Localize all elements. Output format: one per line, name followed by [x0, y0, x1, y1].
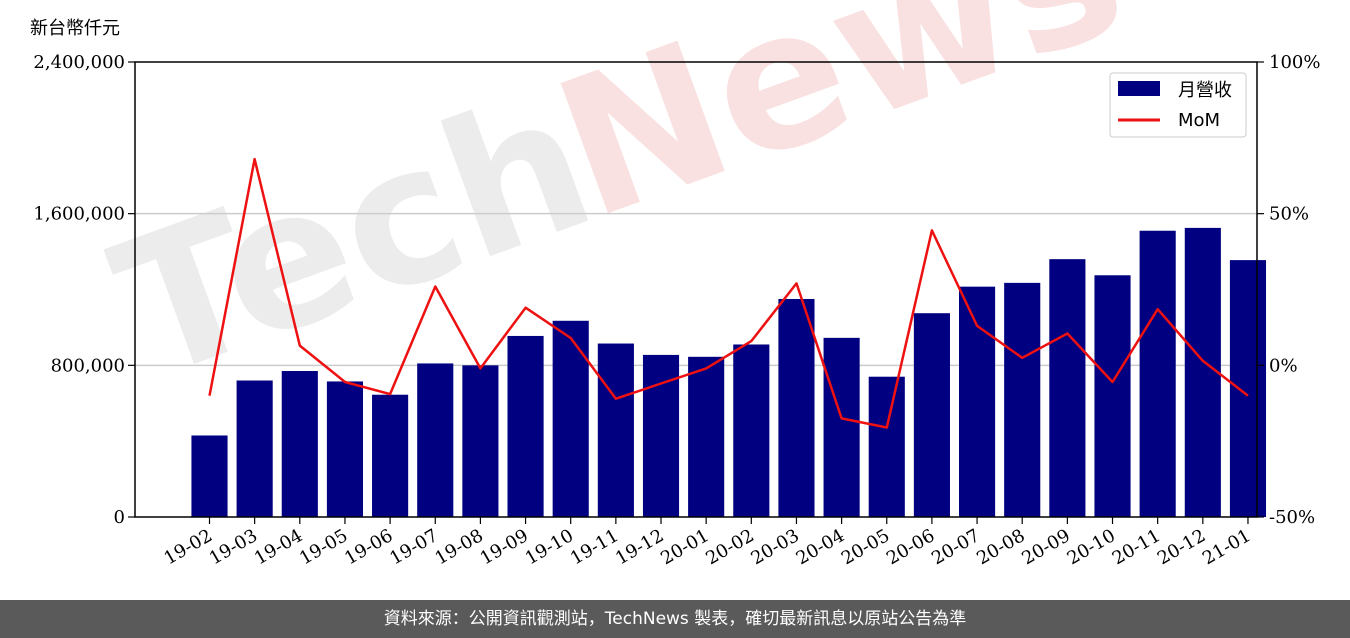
bar-20-04 [823, 337, 860, 517]
bar-19-07 [417, 363, 454, 517]
left-y-axis: 0 800,000 1,600,000 2,400,000 [33, 52, 135, 528]
x-tick-label: 20-08 [973, 525, 1028, 569]
left-tick-label: 800,000 [51, 355, 125, 376]
x-tick-label: 19-07 [386, 525, 441, 569]
x-tick-label: 19-06 [341, 525, 396, 569]
bar-19-12 [642, 354, 680, 517]
bar-20-09 [1049, 259, 1086, 517]
bar-20-05 [868, 376, 905, 517]
bar-20-02 [733, 344, 770, 517]
x-tick-label: 20-03 [748, 525, 803, 569]
bar-19-03 [236, 380, 273, 517]
bar-21-01 [1229, 260, 1267, 517]
bar-19-05 [326, 381, 364, 517]
bar-19-04 [281, 371, 318, 517]
left-tick-label: 2,400,000 [33, 52, 125, 73]
x-tick-label: 19-03 [206, 525, 261, 569]
bar-19-11 [597, 343, 634, 517]
plot-frame [134, 61, 1258, 518]
right-tick-label: 100% [1269, 52, 1320, 73]
x-tick-label: 20-05 [838, 525, 893, 569]
right-y-axis: -50% 0% 50% 100% [1257, 52, 1320, 528]
legend-bar-swatch [1118, 81, 1160, 96]
x-tick-label: 19-05 [296, 525, 351, 569]
left-tick-label: 1,600,000 [33, 204, 125, 225]
x-tick-label: 20-07 [928, 525, 983, 569]
x-tick-label: 19-02 [161, 525, 216, 569]
x-tick-label: 19-09 [477, 525, 532, 569]
x-tick-label: 20-09 [1018, 525, 1073, 569]
x-tick-label: 19-12 [612, 525, 667, 569]
x-tick-label: 20-02 [702, 525, 757, 569]
x-tick-label: 20-06 [883, 525, 938, 569]
x-axis: 19-0219-0319-0419-0519-0619-0719-0819-09… [161, 517, 1254, 569]
mom-line [208, 157, 1249, 429]
mom-series [208, 157, 1249, 429]
bar-20-12 [1184, 227, 1221, 517]
bar-19-06 [372, 394, 409, 517]
legend: 月營收 MoM [1109, 72, 1247, 138]
x-tick-label: 20-12 [1154, 525, 1209, 569]
y-axis-unit-label: 新台幣仟元 [30, 18, 120, 39]
bar-series [191, 227, 1267, 517]
bar-19-10 [552, 320, 589, 517]
legend-label-mom: MoM [1178, 110, 1220, 131]
left-tick-label: 0 [114, 507, 125, 528]
bar-20-03 [778, 298, 815, 517]
x-tick-label: 20-11 [1109, 525, 1164, 569]
bar-20-10 [1094, 275, 1131, 517]
legend-label-revenue: 月營收 [1178, 80, 1232, 101]
x-tick-label: 19-04 [251, 525, 306, 569]
right-tick-label: 0% [1269, 355, 1298, 376]
right-tick-label: -50% [1269, 507, 1315, 528]
x-tick-label: 19-10 [522, 525, 577, 569]
x-tick-label: 21-01 [1199, 525, 1254, 569]
x-tick-label: 20-01 [657, 525, 712, 569]
x-tick-label: 19-11 [567, 525, 622, 569]
bar-20-08 [1004, 282, 1041, 517]
bar-20-01 [688, 356, 725, 517]
bar-19-09 [507, 335, 544, 517]
bar-20-06 [913, 313, 950, 517]
x-tick-label: 20-04 [793, 525, 848, 569]
bar-19-02 [191, 435, 228, 517]
x-tick-label: 20-10 [1064, 525, 1119, 569]
right-tick-label: 50% [1269, 204, 1309, 225]
bar-19-08 [462, 365, 499, 517]
bar-20-07 [959, 286, 996, 517]
watermark-news: News [531, 0, 1148, 262]
bar-20-11 [1139, 230, 1176, 517]
x-tick-label: 19-08 [431, 525, 486, 569]
source-footer: 資料來源：公開資訊觀測站，TechNews 製表，確切最新訊息以原站公告為準 [0, 600, 1350, 638]
